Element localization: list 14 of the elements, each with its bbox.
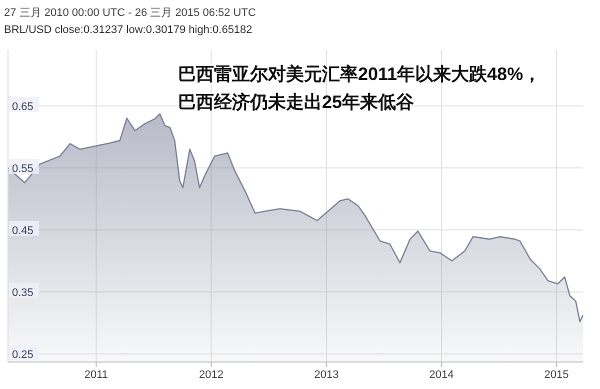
y-tick-label: 0.25 <box>12 348 34 361</box>
y-tick-label: 0.55 <box>12 162 34 175</box>
x-tick-label: 2015 <box>544 369 569 381</box>
x-tick-label: 2012 <box>198 369 224 381</box>
x-tick-label: 2011 <box>84 369 108 381</box>
x-tick-label: 2014 <box>429 369 454 381</box>
y-tick-label: 0.65 <box>12 100 34 113</box>
y-tick-label: 0.35 <box>12 286 34 299</box>
annotation: 巴西雷亚尔对美元汇率2011年以来大跌48%， <box>178 64 542 84</box>
y-tick-label: 0.45 <box>12 224 34 237</box>
annotation: 巴西经济仍未走出25年来低谷 <box>178 92 416 112</box>
chart-subtitle: BRL/USD close:0.31237 low:0.30179 high:0.65182 <box>4 24 252 36</box>
chart-title: 27 三月 2010 00:00 UTC - 26 三月 2015 06:52 UTC <box>4 7 256 19</box>
x-tick-label: 2013 <box>314 369 339 381</box>
